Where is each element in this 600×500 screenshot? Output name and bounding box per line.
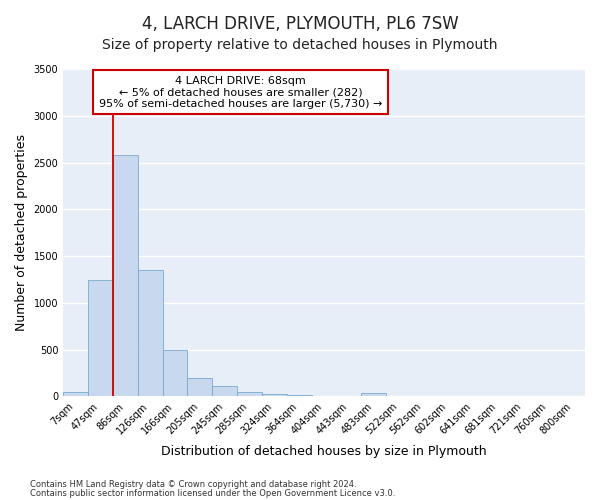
Bar [262,394,287,396]
Text: Contains HM Land Registry data © Crown copyright and database right 2024.: Contains HM Land Registry data © Crown c… [30,480,356,489]
Bar [163,350,187,397]
Bar [138,270,163,396]
Text: Contains public sector information licensed under the Open Government Licence v3: Contains public sector information licen… [30,488,395,498]
Y-axis label: Number of detached properties: Number of detached properties [15,134,28,331]
Bar [113,155,138,396]
Bar [287,395,311,396]
X-axis label: Distribution of detached houses by size in Plymouth: Distribution of detached houses by size … [161,444,487,458]
Bar [88,280,113,396]
Bar [212,386,237,396]
Text: 4, LARCH DRIVE, PLYMOUTH, PL6 7SW: 4, LARCH DRIVE, PLYMOUTH, PL6 7SW [142,15,458,33]
Bar [187,378,212,396]
Bar [237,392,262,396]
Bar [361,392,386,396]
Bar [63,392,88,396]
Text: 4 LARCH DRIVE: 68sqm
← 5% of detached houses are smaller (282)
95% of semi-detac: 4 LARCH DRIVE: 68sqm ← 5% of detached ho… [99,76,382,108]
Text: Size of property relative to detached houses in Plymouth: Size of property relative to detached ho… [102,38,498,52]
